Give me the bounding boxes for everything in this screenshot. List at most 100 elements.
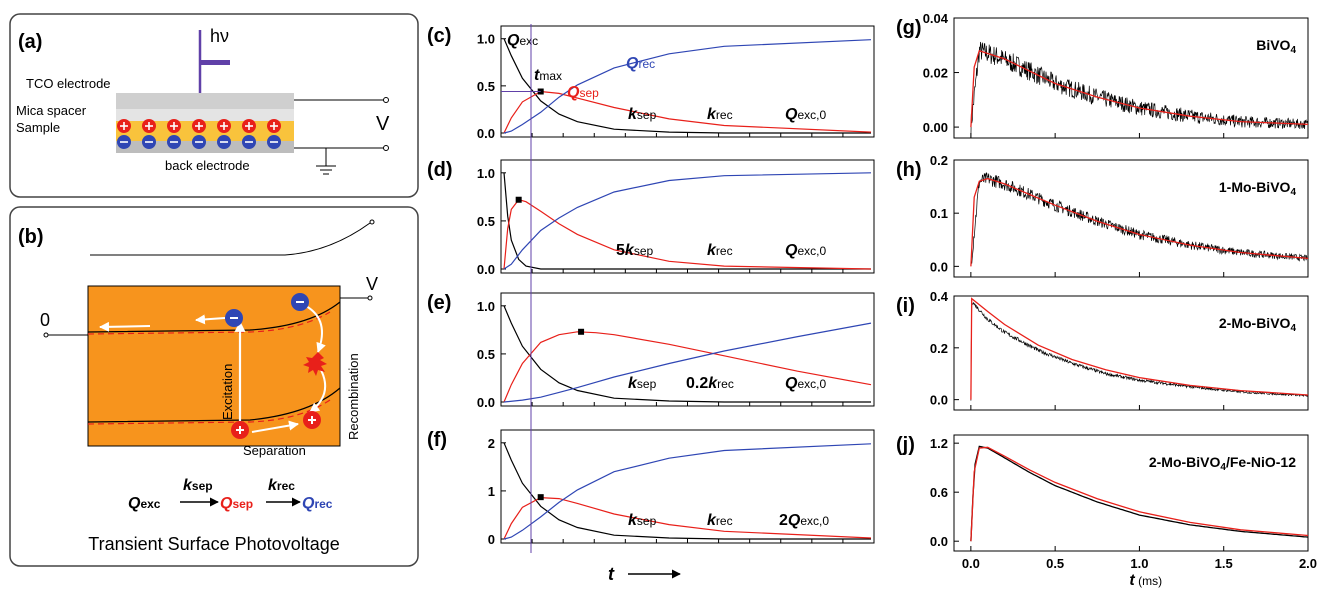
recombination-burst-icon bbox=[303, 352, 327, 376]
x-tick-label: 1.5 bbox=[1215, 556, 1233, 571]
series-measured bbox=[970, 301, 1309, 401]
electron-icon bbox=[142, 135, 156, 149]
y-tick-label: 1.0 bbox=[477, 166, 495, 181]
krec-label: krec bbox=[707, 512, 733, 529]
semiconductor-bands bbox=[87, 285, 341, 447]
panel-b-frame bbox=[9, 206, 419, 567]
qsep-label: Qsep bbox=[567, 84, 599, 101]
series-fit bbox=[970, 297, 1309, 400]
y-tick-label: 1.0 bbox=[477, 299, 495, 314]
hole-icon bbox=[267, 119, 281, 133]
sample-label: Sample bbox=[16, 120, 60, 135]
mica-layer bbox=[116, 109, 294, 121]
tmax-marker bbox=[578, 328, 585, 335]
sample-charges bbox=[117, 119, 281, 149]
sample-label: 2-Mo-BiVO4 bbox=[1219, 315, 1297, 334]
qexc0-label: Qexc,0 bbox=[785, 375, 826, 392]
y-tick-label: 1.2 bbox=[930, 436, 948, 451]
hole-icon bbox=[142, 119, 156, 133]
excitation-label: Excitation bbox=[220, 364, 235, 420]
series-qsep bbox=[503, 331, 872, 403]
hole-icon bbox=[192, 119, 206, 133]
y-tick-label: 0.1 bbox=[930, 206, 948, 221]
y-tick-label: 2 bbox=[488, 436, 495, 451]
panel-b: (b) 0 V bbox=[9, 206, 419, 567]
krec-label: 0.2krec bbox=[686, 375, 734, 392]
y-tick-label: 0.0 bbox=[477, 126, 495, 141]
electron-icon bbox=[267, 135, 281, 149]
panel-letter: (d) bbox=[427, 159, 453, 181]
panel-b-letter: (b) bbox=[18, 226, 44, 248]
mica-label: Mica spacer bbox=[16, 103, 87, 118]
y-tick-label: 0.0 bbox=[477, 395, 495, 410]
plot-frame bbox=[953, 17, 1309, 139]
y-tick-label: 0.02 bbox=[923, 66, 948, 81]
exp-panel-j: (j) 0.0 0.6 1.2 0.0 0.5 1.0 1.5 2.0 t (ms) 2-Mo-Bi… bbox=[896, 434, 1317, 589]
electron-icon bbox=[192, 135, 206, 149]
panel-letter: (h) bbox=[896, 159, 922, 181]
sim-panel-c: (c) 0.0 0.5 1.0 Qexc Qrec Qsep tmax ksep krec Qexc… bbox=[427, 25, 875, 141]
panel-letter: (f) bbox=[427, 429, 447, 451]
qexc0-label: 2Qexc,0 bbox=[779, 512, 829, 529]
panel-letter: (i) bbox=[896, 295, 915, 317]
zero-label: 0 bbox=[40, 310, 50, 330]
plot-frame bbox=[953, 159, 1309, 278]
electron-icon bbox=[117, 135, 131, 149]
y-tick-label: 0.04 bbox=[923, 11, 949, 26]
tco-label: TCO electrode bbox=[26, 76, 111, 91]
series-qrec bbox=[503, 172, 872, 270]
tmax-label: tmax bbox=[534, 67, 562, 84]
series-qsep bbox=[503, 90, 872, 134]
ksep-label: ksep bbox=[628, 512, 657, 529]
y-tick-label: 0.5 bbox=[477, 214, 495, 229]
exp-panel-g: (g) 0.00 0.02 0.04 BiVO4 bbox=[896, 11, 1309, 139]
x-tick-label: 0.5 bbox=[1046, 556, 1064, 571]
kinetic-equation: Qexc ksep Qsep krec Qrec bbox=[128, 477, 333, 512]
x-tick-label: 2.0 bbox=[1299, 556, 1317, 571]
y-tick-label: 1.0 bbox=[477, 32, 495, 47]
series-fit bbox=[970, 446, 1309, 542]
tmax-marker bbox=[515, 196, 522, 203]
y-tick-label: 0.00 bbox=[923, 120, 948, 135]
svg-text:Qsep: Qsep bbox=[220, 495, 253, 512]
sim-panel-f: (f) 0 1 2 ksep krec 2Qexc,0 bbox=[427, 429, 875, 547]
series-qrec bbox=[503, 443, 872, 540]
exp-panel-i: (i) 0.0 0.2 0.4 2-Mo-BiVO4 bbox=[896, 289, 1309, 411]
y-tick-label: 0.4 bbox=[930, 289, 949, 304]
t-axis-label: t bbox=[608, 564, 615, 584]
y-tick-label: 0.2 bbox=[930, 153, 948, 168]
conduction-band bbox=[87, 301, 341, 333]
electron-icon bbox=[225, 309, 243, 327]
electron-icon bbox=[167, 135, 181, 149]
svg-text:ksep: ksep bbox=[183, 477, 213, 494]
sample-label: BiVO4 bbox=[1256, 37, 1296, 56]
krec-label: krec bbox=[707, 106, 733, 123]
qexc0-label: Qexc,0 bbox=[785, 242, 826, 259]
voltage-label: V bbox=[366, 274, 378, 294]
plot-frame bbox=[953, 434, 1309, 552]
qexc-label: Qexc bbox=[507, 32, 538, 49]
terminal-icon bbox=[383, 97, 389, 103]
svg-text:Qrec: Qrec bbox=[302, 495, 333, 512]
terminal-icon bbox=[383, 145, 389, 151]
exp-panel-h: (h) 0.0 0.1 0.2 1-Mo-BiVO4 bbox=[896, 153, 1309, 278]
valence-band bbox=[87, 387, 341, 423]
series-measured bbox=[970, 41, 1309, 139]
y-tick-label: 0.0 bbox=[477, 262, 495, 277]
svg-text:Qexc: Qexc bbox=[128, 495, 161, 512]
sim-panel-d: (d) 0.0 0.5 1.0 5ksep krec Qexc,0 bbox=[427, 159, 875, 277]
back-electrode-label: back electrode bbox=[165, 158, 250, 173]
qexc0-label: Qexc,0 bbox=[785, 106, 826, 123]
hole-icon bbox=[167, 119, 181, 133]
y-tick-label: 0.2 bbox=[930, 341, 948, 356]
recombination-label: Recombination bbox=[346, 353, 361, 440]
ksep-label: 5ksep bbox=[616, 242, 653, 259]
separation-arrow bbox=[251, 420, 299, 433]
hole-icon bbox=[217, 119, 231, 133]
hole-icon bbox=[242, 119, 256, 133]
series-qsep bbox=[503, 496, 872, 540]
series-qexc bbox=[503, 305, 871, 403]
panel-b-footer: Transient Surface Photovoltage bbox=[88, 534, 339, 554]
